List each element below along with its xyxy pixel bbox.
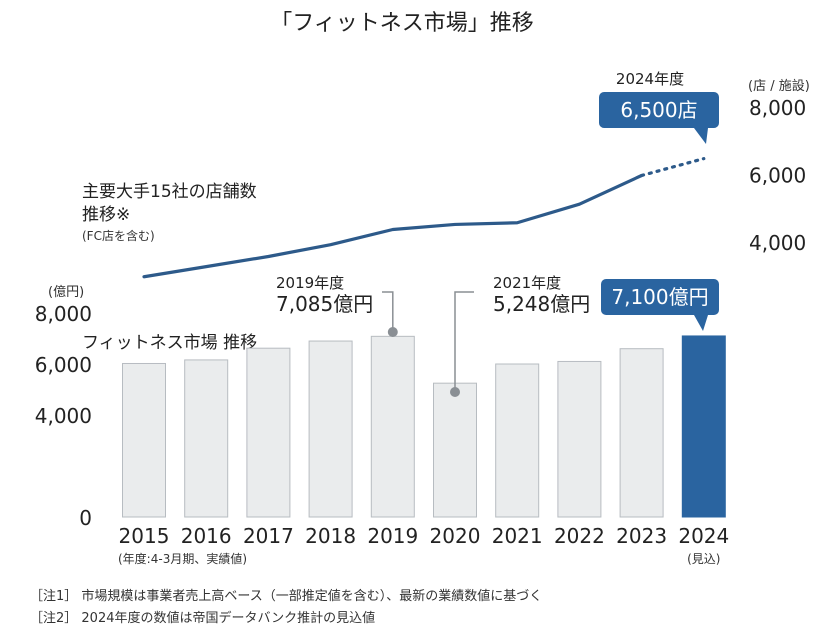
store-axis-unit: (店 / 施設) [748, 78, 810, 94]
market-bar [246, 347, 291, 518]
x-axis-tick-label: 2018 [305, 524, 356, 548]
annotation-2019-dot [387, 327, 398, 337]
x-axis-note: (年度:4-3月期、実績値) [118, 551, 247, 566]
store-count-line [142, 173, 644, 279]
footnote-2: ［注2］ 2024年度の数値は帝国データバンク推計の見込値 [30, 610, 375, 626]
market-bar [433, 382, 477, 518]
store-callout: 2024年度 6,500店 [599, 70, 719, 144]
x-axis-tick-label: 2023 [616, 524, 667, 548]
market-callout: 7,100億円 [601, 279, 719, 331]
x-axis-tick-label: 2017 [243, 524, 294, 548]
store-count-projection-line [639, 157, 706, 178]
market-bar [619, 348, 664, 518]
x-axis-tick-label: 2019 [367, 524, 418, 548]
market-bar [184, 359, 229, 518]
store-series-note: (FC店を含む) [82, 228, 155, 243]
annotation-2021-leader [454, 291, 474, 392]
annotation-2021-value: 5,248億円 [493, 292, 590, 316]
market-bar [308, 340, 353, 518]
market-callout-pointer [694, 315, 708, 331]
x-axis-tick-label: 2015 [119, 524, 170, 548]
market-bar [122, 362, 166, 518]
annotation-2021-dot [450, 387, 460, 397]
store-callout-pointer [694, 128, 708, 144]
store-callout-year: 2024年度 [616, 70, 684, 88]
market-axis-tick-label: 6,000 [35, 353, 92, 377]
store-series-label-line2: 推移※ [82, 205, 130, 225]
market-axis-tick-label: 4,000 [35, 404, 92, 428]
market-axis-tick-label: 0 [79, 506, 92, 530]
market-bar [557, 360, 602, 518]
annotation-2019-value: 7,085億円 [276, 292, 373, 316]
x-axis-tick-label: 2024 [678, 524, 729, 548]
annotation-2019-leader [382, 291, 394, 332]
store-axis-tick-label: 8,000 [749, 96, 806, 120]
x-axis-tick-label: 2020 [430, 524, 481, 548]
market-callout-box [601, 279, 719, 315]
x-axis-tick-label: 2016 [181, 524, 232, 548]
chart-title: 「フィットネス市場」推移 [270, 11, 534, 36]
store-callout-text: 6,500店 [620, 98, 697, 122]
store-callout-box [599, 92, 719, 128]
market-bar [681, 335, 726, 518]
x-axis-tick-label: 2022 [554, 524, 605, 548]
annotation-2021-year: 2021年度 [493, 274, 561, 292]
x-axis-tick-label: 2021 [492, 524, 543, 548]
store-axis-tick-label: 4,000 [749, 231, 806, 255]
store-axis-tick-label: 6,000 [749, 164, 806, 188]
market-bar [370, 335, 415, 518]
market-bar [495, 363, 540, 518]
market-series-label: フィットネス市場 推移 [82, 333, 257, 353]
footnote-1: ［注1］ 市場規模は事業者売上高ベース（一部推定値を含む）、最新の業績数値に基づ… [30, 588, 542, 604]
store-series-label-line1: 主要大手15社の店舗数 [82, 182, 257, 202]
market-axis-tick-label: 8,000 [35, 302, 92, 326]
annotation-2019-year: 2019年度 [276, 274, 344, 292]
x-axis-sub-label: (見込) [687, 552, 720, 566]
market-axis-unit: (億円) [48, 284, 84, 300]
market-callout-text: 7,100億円 [611, 285, 708, 309]
